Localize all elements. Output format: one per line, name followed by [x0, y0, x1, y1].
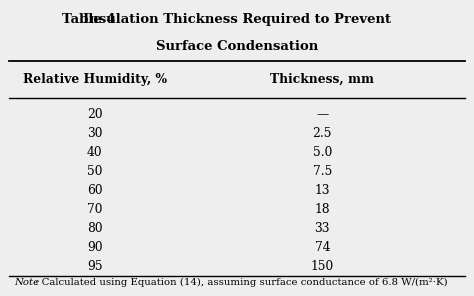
Text: Insulation Thickness Required to Prevent: Insulation Thickness Required to Prevent: [83, 13, 391, 26]
Text: 60: 60: [87, 184, 102, 197]
Text: 80: 80: [87, 222, 102, 235]
Text: 33: 33: [315, 222, 330, 235]
Text: 74: 74: [315, 241, 330, 254]
Text: 40: 40: [87, 146, 102, 159]
Text: 95: 95: [87, 260, 102, 273]
Text: Relative Humidity, %: Relative Humidity, %: [23, 73, 167, 86]
Text: 13: 13: [315, 184, 330, 197]
Text: 2.5: 2.5: [312, 127, 332, 140]
Text: 50: 50: [87, 165, 102, 178]
Text: Thickness, mm: Thickness, mm: [270, 73, 374, 86]
Text: 5.0: 5.0: [313, 146, 332, 159]
Text: 18: 18: [315, 203, 330, 216]
Text: : Calculated using Equation (14), assuming surface conductance of 6.8 W/(m²·K): : Calculated using Equation (14), assumi…: [35, 278, 448, 287]
Text: Table 4: Table 4: [62, 13, 115, 26]
Text: 30: 30: [87, 127, 102, 140]
Text: 150: 150: [310, 260, 334, 273]
Text: Note: Note: [14, 278, 39, 287]
Text: Surface Condensation: Surface Condensation: [156, 40, 318, 53]
Text: 7.5: 7.5: [313, 165, 332, 178]
Text: 90: 90: [87, 241, 102, 254]
Text: 20: 20: [87, 108, 102, 121]
Text: 70: 70: [87, 203, 102, 216]
Text: —: —: [316, 108, 328, 121]
